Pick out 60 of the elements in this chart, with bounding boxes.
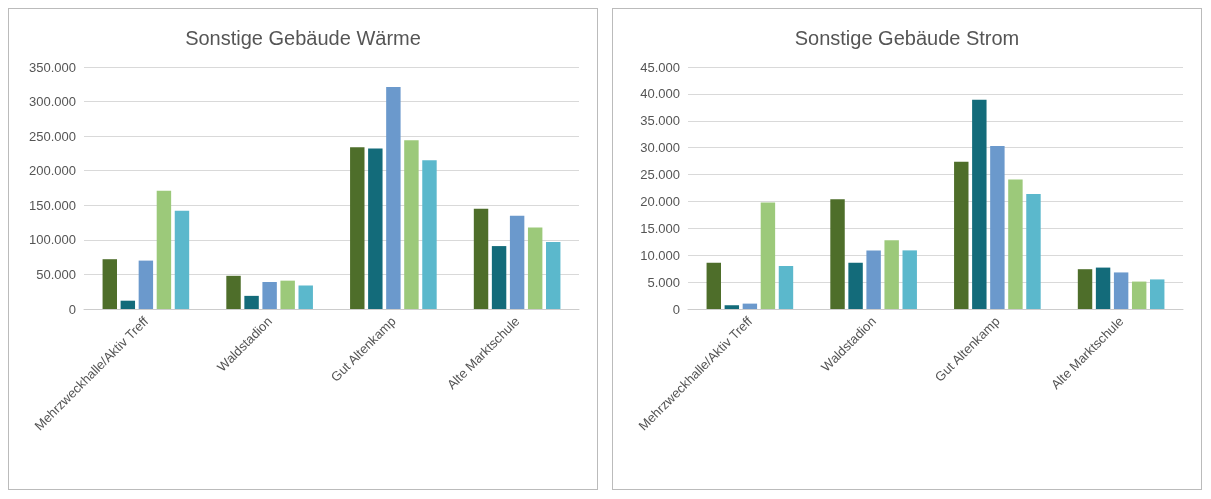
bar: [350, 147, 365, 309]
bar: [1008, 179, 1023, 309]
y-tick-label: 10.000: [640, 247, 680, 263]
bar: [174, 210, 190, 309]
bar: [724, 305, 740, 309]
y-tick-label: 150.000: [29, 197, 76, 213]
y-tick-label: 300.000: [29, 94, 76, 110]
bar: [298, 285, 313, 309]
bar: [156, 190, 172, 309]
y-tick-label: 5.000: [647, 274, 680, 290]
bar: [1077, 269, 1093, 309]
y-tick-label: 200.000: [29, 163, 76, 179]
y-tick-label: 50.000: [36, 266, 76, 282]
y-tick-label: 30.000: [640, 140, 680, 156]
bar: [491, 246, 507, 309]
y-tick-label: 20.000: [640, 193, 680, 209]
bar: [473, 208, 489, 309]
bar: [990, 146, 1005, 309]
bar: [138, 260, 154, 309]
bar: [778, 265, 794, 309]
bar: [1026, 193, 1041, 309]
y-tick-label: 100.000: [29, 232, 76, 248]
y-tick-label: 35.000: [640, 113, 680, 129]
y-tick-label: 25.000: [640, 167, 680, 183]
bar: [954, 161, 969, 309]
y-tick-label: 0: [672, 301, 680, 317]
bar: [226, 275, 241, 309]
bar: [1150, 279, 1165, 309]
bar: [884, 240, 899, 309]
bar: [848, 262, 863, 309]
bar: [902, 250, 917, 309]
bar: [404, 140, 419, 309]
bar: [244, 295, 259, 309]
bar: [830, 199, 845, 309]
bar: [262, 282, 277, 309]
bar: [386, 87, 401, 309]
bar: [546, 241, 561, 309]
bar: [120, 300, 136, 309]
bar: [102, 259, 117, 309]
y-tick-label: 15.000: [640, 220, 680, 236]
bar: [866, 250, 881, 309]
bar: [1113, 272, 1129, 309]
chart-title: Sonstige Gebäude Wärme: [185, 27, 421, 49]
bar: [368, 148, 383, 309]
y-tick-label: 40.000: [640, 86, 680, 102]
y-tick-label: 350.000: [29, 59, 76, 75]
bar: [527, 227, 543, 309]
bar: [422, 160, 437, 309]
chart-title: Sonstige Gebäude Strom: [794, 27, 1020, 49]
bar: [706, 262, 721, 309]
bar: [509, 215, 525, 309]
y-tick-label: 45.000: [640, 59, 680, 75]
bar: [280, 280, 295, 309]
y-tick-label: 250.000: [29, 128, 76, 144]
bar: [742, 303, 758, 309]
y-tick-label: 0: [68, 301, 76, 317]
bar: [972, 99, 987, 309]
bar: [1095, 267, 1111, 309]
bar: [760, 202, 776, 309]
bar: [1131, 281, 1147, 309]
